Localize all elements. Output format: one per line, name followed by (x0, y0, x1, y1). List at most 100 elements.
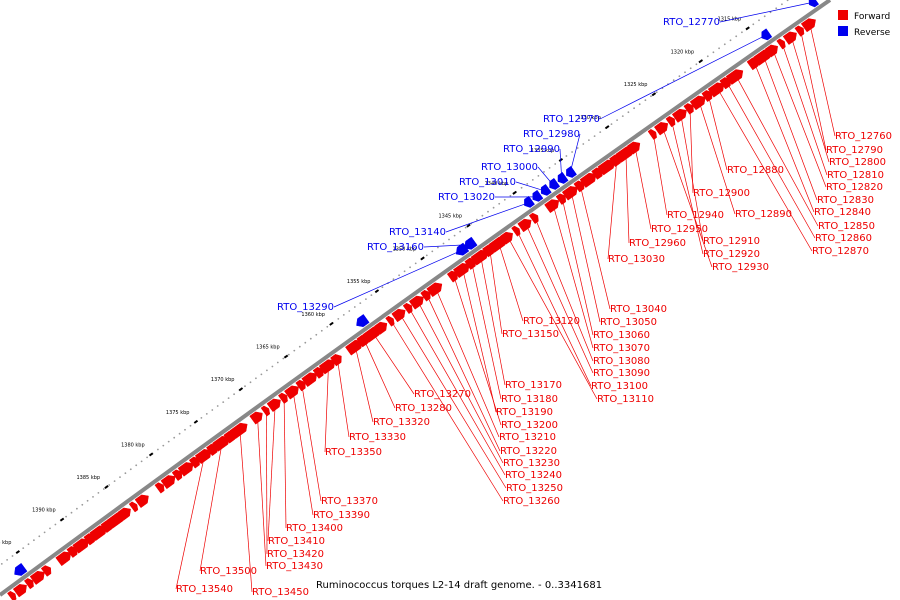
gene-label: RTO_13350 (325, 447, 382, 458)
track-dot (244, 385, 246, 388)
leader-line (267, 403, 276, 542)
gene-label: RTO_13030 (608, 254, 665, 265)
kbp-tick-mark (104, 484, 109, 490)
gene-label: RTO_13180 (501, 394, 558, 405)
track-dot (769, 11, 772, 14)
track-dot (554, 163, 557, 165)
track-dot (315, 333, 318, 336)
leader-line (534, 217, 594, 362)
forward-gene-arrow (373, 321, 388, 335)
forward-gene-arrow (171, 469, 183, 482)
forward-gene-arrow (653, 122, 669, 136)
track-dot (481, 214, 484, 217)
leader-line (790, 36, 830, 163)
gene-label: RTO_13450 (252, 587, 309, 598)
kbp-tick-label: 1375 kbp (166, 410, 190, 416)
forward-gene-arrow (517, 218, 532, 233)
track-dot (520, 186, 523, 189)
gene-label: RTO_13140 (389, 227, 446, 238)
track-dot (124, 472, 127, 475)
forward-gene-arrow (561, 186, 578, 201)
forward-gene-arrow (229, 422, 248, 440)
leader-line (781, 43, 828, 176)
kbp-tick-mark (238, 387, 244, 392)
track-dot (353, 306, 356, 308)
forward-gene-arrow (391, 308, 406, 323)
forward-gene-arrow (701, 90, 713, 103)
kbp-tick-mark (15, 550, 20, 555)
leader-line (719, 2, 813, 23)
track-dot (633, 107, 635, 110)
forward-gene-arrow (511, 225, 521, 237)
reverse-gene-arrow (524, 195, 535, 208)
track-dot (102, 488, 105, 490)
track-dot (342, 314, 345, 316)
track-dot (76, 507, 78, 510)
leader-line (634, 146, 652, 230)
track-dot (38, 535, 41, 538)
track-dot (453, 234, 456, 237)
forward-gene-arrow (117, 507, 131, 521)
leader-line (772, 49, 827, 188)
gene-label: RTO_12850 (818, 221, 875, 232)
track-dot (712, 51, 715, 54)
gene-label: RTO_13090 (593, 368, 650, 379)
track-dot (442, 242, 445, 245)
leader-line (570, 191, 601, 323)
forward-gene-arrow (154, 482, 165, 494)
track-dot (621, 115, 624, 117)
forward-gene-arrow (764, 44, 778, 58)
track-dot (287, 353, 290, 356)
reverse-gene-arrow (455, 242, 470, 256)
track-dot (448, 238, 450, 241)
track-dot (487, 210, 489, 213)
leader-line (735, 75, 819, 227)
leader-line (698, 101, 736, 215)
track-dot (723, 43, 726, 46)
track-dot (741, 31, 743, 34)
track-dot (610, 123, 613, 125)
gene-label: RTO_13050 (600, 317, 657, 328)
leader-line (763, 56, 818, 201)
forward-gene-arrow (544, 199, 560, 214)
kbp-tick-label: 1380 kbp (121, 442, 145, 448)
forward-gene-arrow (7, 590, 17, 600)
forward-gene-arrow (573, 180, 585, 193)
leader-line (507, 236, 598, 400)
leader-line (199, 442, 223, 572)
forward-gene-arrow (284, 385, 299, 400)
track-dot (173, 436, 176, 439)
track-dot (81, 503, 84, 506)
forward-gene-arrow (626, 141, 641, 155)
forward-gene-arrow (689, 95, 706, 111)
track-dot (627, 111, 630, 114)
kbp-tick-label: 1335 kbp (531, 148, 555, 154)
track-dot (706, 55, 709, 58)
track-dot (414, 262, 417, 265)
gene-label: RTO_13210 (499, 432, 556, 443)
leader-line (239, 429, 253, 593)
forward-gene-arrow (194, 449, 212, 465)
legend: Forward Reverse (838, 10, 891, 38)
track-dot (392, 278, 395, 281)
leader-line (333, 250, 462, 308)
reverse-gene-arrow (557, 171, 569, 184)
track-dot (119, 476, 121, 478)
track-dot (786, 0, 789, 2)
track-dot (684, 71, 686, 74)
track-dot (233, 393, 236, 396)
track-dot (271, 365, 274, 368)
gene-label: RTO_13290 (277, 302, 334, 313)
track-dot (370, 294, 373, 296)
leader-line (175, 455, 205, 590)
leader-line (689, 107, 694, 194)
track-dot (11, 555, 14, 557)
track-dot (255, 377, 257, 380)
track-dot (655, 91, 658, 94)
track-dot (729, 39, 732, 42)
track-dot (86, 499, 89, 502)
leader-line (516, 230, 592, 387)
forward-gene-arrow (295, 379, 306, 392)
leader-line (363, 339, 396, 409)
track-dot (146, 456, 149, 459)
